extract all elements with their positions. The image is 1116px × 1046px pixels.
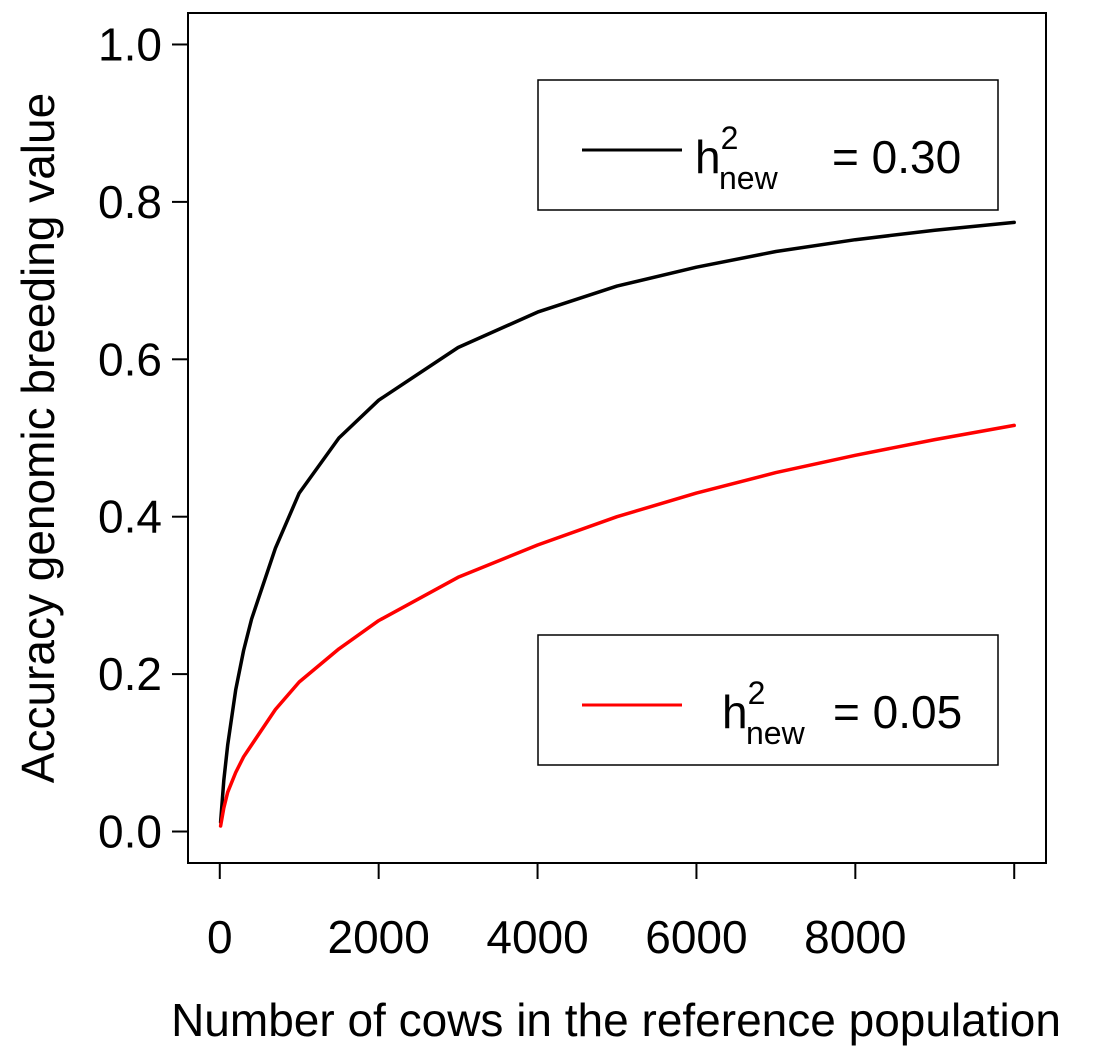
- legend-label-1: h2 new = 0.30: [695, 120, 961, 196]
- x-axis: 0 2000 4000 6000 8000: [207, 862, 1016, 963]
- legend-box-2-frame: [537, 634, 999, 766]
- legend-label-2: h2 new = 0.05: [722, 675, 962, 751]
- legend-2-sub: new: [746, 715, 806, 751]
- legend-box-1-frame: [537, 79, 999, 211]
- legend-box-1: h2 new = 0.30: [537, 79, 999, 211]
- y-tick-label: 0.0: [98, 806, 162, 858]
- series-layer: [218, 220, 1016, 828]
- x-tick-label: 6000: [645, 911, 747, 963]
- series-line-1: [218, 220, 1016, 824]
- legend-2-h: h: [722, 686, 748, 738]
- y-tick-label: 0.2: [98, 648, 162, 700]
- legend-1-value: = 0.30: [832, 131, 961, 183]
- x-axis-label: Number of cows in the reference populati…: [171, 994, 1061, 1046]
- legend-1-sup: 2: [721, 120, 739, 156]
- y-tick-label: 0.6: [98, 333, 162, 385]
- legend-2-sup: 2: [748, 675, 766, 711]
- legend-1-h: h: [695, 131, 721, 183]
- x-tick-label: 4000: [486, 911, 588, 963]
- legend-1-sub: new: [719, 160, 779, 196]
- y-tick-label: 0.4: [98, 491, 162, 543]
- legend-2-value: = 0.05: [833, 686, 962, 738]
- y-axis-label: Accuracy genomic breeding value: [12, 93, 64, 783]
- x-tick-label: 2000: [327, 911, 429, 963]
- x-tick-label: 0: [207, 911, 233, 963]
- y-tick-label: 1.0: [98, 18, 162, 70]
- series-line-2: [218, 423, 1016, 828]
- legend-box-2: h2 new = 0.05: [537, 634, 999, 766]
- x-tick-label: 8000: [804, 911, 906, 963]
- y-tick-label: 0.8: [98, 176, 162, 228]
- y-axis: 0.0 0.2 0.4 0.6 0.8 1.0: [98, 18, 189, 858]
